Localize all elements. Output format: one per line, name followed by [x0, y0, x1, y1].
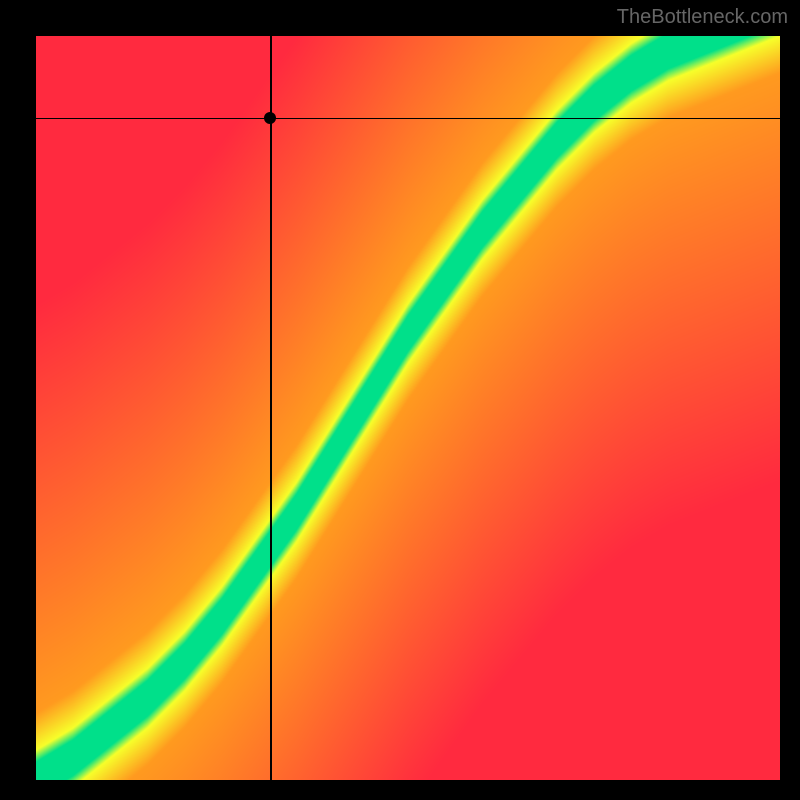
chart-area: [36, 36, 780, 780]
crosshair-vertical: [270, 36, 272, 780]
marker-dot: [264, 112, 276, 124]
crosshair-horizontal: [36, 118, 780, 120]
watermark-text: TheBottleneck.com: [617, 6, 788, 29]
heatmap-canvas: [36, 36, 780, 780]
chart-container: TheBottleneck.com: [0, 0, 800, 800]
